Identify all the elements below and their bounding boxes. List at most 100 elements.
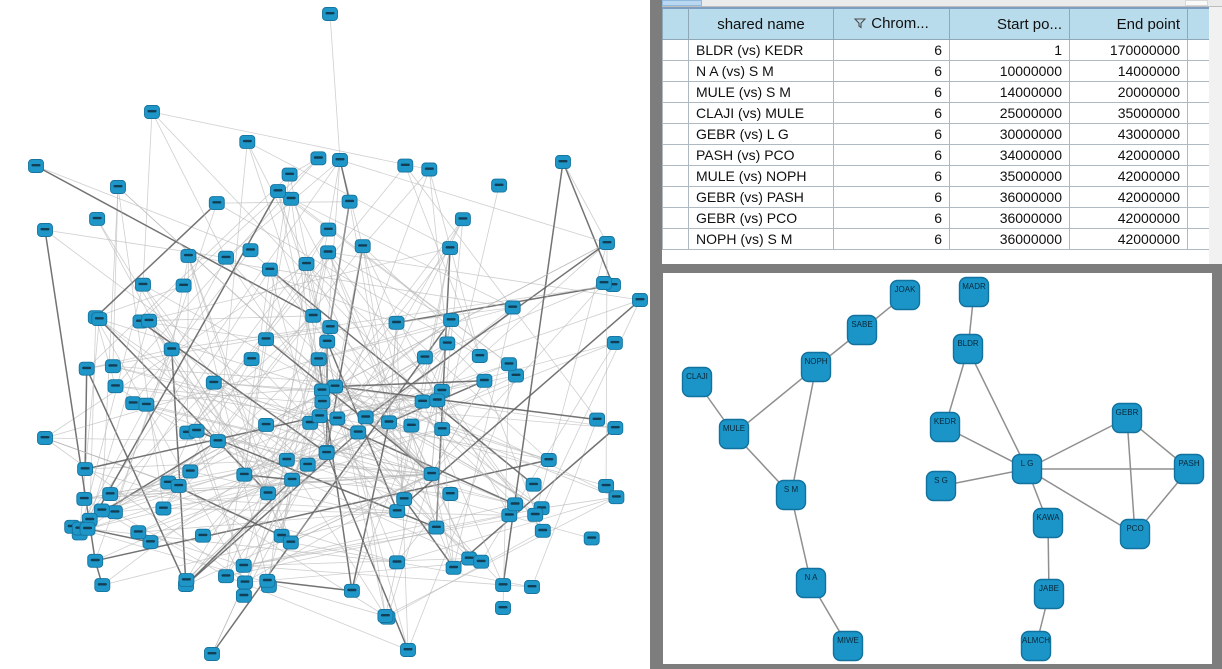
subnetwork-node-almch[interactable]: ALMCH <box>1020 630 1052 662</box>
network-edge[interactable] <box>110 473 432 495</box>
network-edge[interactable] <box>339 159 608 244</box>
network-edge[interactable] <box>441 390 510 516</box>
network-node[interactable] <box>208 196 225 211</box>
network-node[interactable] <box>598 478 615 493</box>
scrollbar-thumb[interactable] <box>662 0 702 6</box>
network-edge[interactable] <box>225 269 271 577</box>
subnetwork-node-noph[interactable]: NOPH <box>800 351 832 383</box>
table-cell[interactable]: 20000000 <box>1069 81 1188 103</box>
subnetwork-edge-l-g-pco[interactable] <box>1026 468 1136 535</box>
network-node[interactable] <box>79 521 96 536</box>
network-edge[interactable] <box>329 13 341 161</box>
table-row[interactable]: PASH (vs) PCO6340000004200000011.4 <box>662 144 1222 166</box>
table-cell[interactable]: MULE (vs) NOPH <box>688 165 834 187</box>
network-edge[interactable] <box>95 317 116 387</box>
network-edge[interactable] <box>187 432 293 481</box>
network-edge[interactable] <box>277 190 510 365</box>
table-cell[interactable]: 6 <box>833 123 950 145</box>
network-node[interactable] <box>283 191 300 206</box>
network-edge[interactable] <box>225 418 338 577</box>
network-node[interactable] <box>589 412 606 427</box>
network-node[interactable] <box>389 504 406 519</box>
network-edge[interactable] <box>365 242 608 418</box>
network-node[interactable] <box>495 578 512 593</box>
network-node[interactable] <box>608 490 625 505</box>
table-cell[interactable]: 36000000 <box>949 228 1070 250</box>
network-node[interactable] <box>606 335 623 350</box>
network-node[interactable] <box>491 178 508 193</box>
network-node[interactable] <box>471 349 488 363</box>
network-node[interactable] <box>163 342 180 357</box>
network-edge[interactable] <box>479 299 641 357</box>
network-edge[interactable] <box>163 508 510 516</box>
subnetwork-node-gebr[interactable]: GEBR <box>1111 402 1143 434</box>
network-node[interactable] <box>397 158 414 173</box>
network-edge[interactable] <box>292 473 432 481</box>
network-edge[interactable] <box>114 511 227 577</box>
network-node[interactable] <box>429 393 446 408</box>
network-node[interactable] <box>501 357 517 372</box>
table-cell[interactable]: 6 <box>833 144 950 166</box>
network-node[interactable] <box>102 487 119 502</box>
subnetwork-node-pash[interactable]: PASH <box>1173 453 1205 485</box>
network-edge[interactable] <box>86 348 172 370</box>
network-edge[interactable] <box>407 375 517 651</box>
network-edge[interactable] <box>422 248 451 402</box>
network-edge[interactable] <box>428 169 481 357</box>
network-node[interactable] <box>138 397 155 412</box>
network-node[interactable] <box>381 415 397 430</box>
network-edge[interactable] <box>85 459 287 470</box>
network-edge[interactable] <box>441 363 510 392</box>
network-edge[interactable] <box>89 320 150 520</box>
network-edge[interactable] <box>79 284 144 534</box>
network-edge[interactable] <box>290 542 533 588</box>
network-node[interactable] <box>319 334 336 349</box>
network-edge[interactable] <box>267 580 352 592</box>
column-header-end-point[interactable]: End point <box>1069 7 1188 40</box>
network-edge[interactable] <box>190 471 437 528</box>
network-edge[interactable] <box>89 317 97 520</box>
table-cell[interactable]: 6 <box>833 186 950 208</box>
network-node[interactable] <box>78 361 95 376</box>
network-edge[interactable] <box>151 111 430 170</box>
network-edge[interactable] <box>422 401 617 498</box>
network-edge[interactable] <box>171 255 189 350</box>
network-node[interactable] <box>180 248 197 263</box>
network-edge[interactable] <box>403 498 455 569</box>
network-edge[interactable] <box>115 385 320 417</box>
table-row[interactable]: GEBR (vs) PASH636000000420000008.9 <box>662 186 1222 208</box>
network-node[interactable] <box>434 422 451 437</box>
network-edge[interactable] <box>84 415 320 470</box>
network-edge[interactable] <box>96 218 219 442</box>
network-edge[interactable] <box>327 251 452 321</box>
network-edge[interactable] <box>250 249 516 505</box>
network-node[interactable] <box>135 277 151 292</box>
subnetwork-node-jabe[interactable]: JABE <box>1033 578 1065 610</box>
network-node[interactable] <box>322 320 339 335</box>
network-edge[interactable] <box>84 468 398 563</box>
network-edge[interactable] <box>79 257 227 529</box>
network-node[interactable] <box>524 580 540 594</box>
network-edge[interactable] <box>357 432 386 617</box>
network-edge[interactable] <box>44 437 218 442</box>
network-edge[interactable] <box>351 422 390 591</box>
network-node[interactable] <box>310 352 327 367</box>
network-node[interactable] <box>243 352 260 367</box>
table-cell[interactable]: 6 <box>833 207 950 229</box>
network-node[interactable] <box>175 278 192 293</box>
network-node[interactable] <box>110 180 126 194</box>
network-edge[interactable] <box>243 174 290 475</box>
network-edge[interactable] <box>99 318 293 481</box>
network-edge[interactable] <box>431 380 485 475</box>
network-node[interactable] <box>357 410 374 425</box>
subnetwork-node-s-g[interactable]: S G <box>925 470 957 502</box>
table-cell[interactable]: 6 <box>833 102 950 124</box>
network-edge[interactable] <box>79 440 219 534</box>
network-edge[interactable] <box>286 459 386 617</box>
network-edge[interactable] <box>117 186 164 509</box>
table-cell[interactable]: 6 <box>833 60 950 82</box>
network-edge[interactable] <box>87 528 151 543</box>
subnetwork-edge-l-g-gebr[interactable] <box>1026 417 1128 470</box>
subnetwork-edge-bldr-l-g[interactable] <box>967 348 1028 470</box>
network-edge[interactable] <box>243 503 516 567</box>
